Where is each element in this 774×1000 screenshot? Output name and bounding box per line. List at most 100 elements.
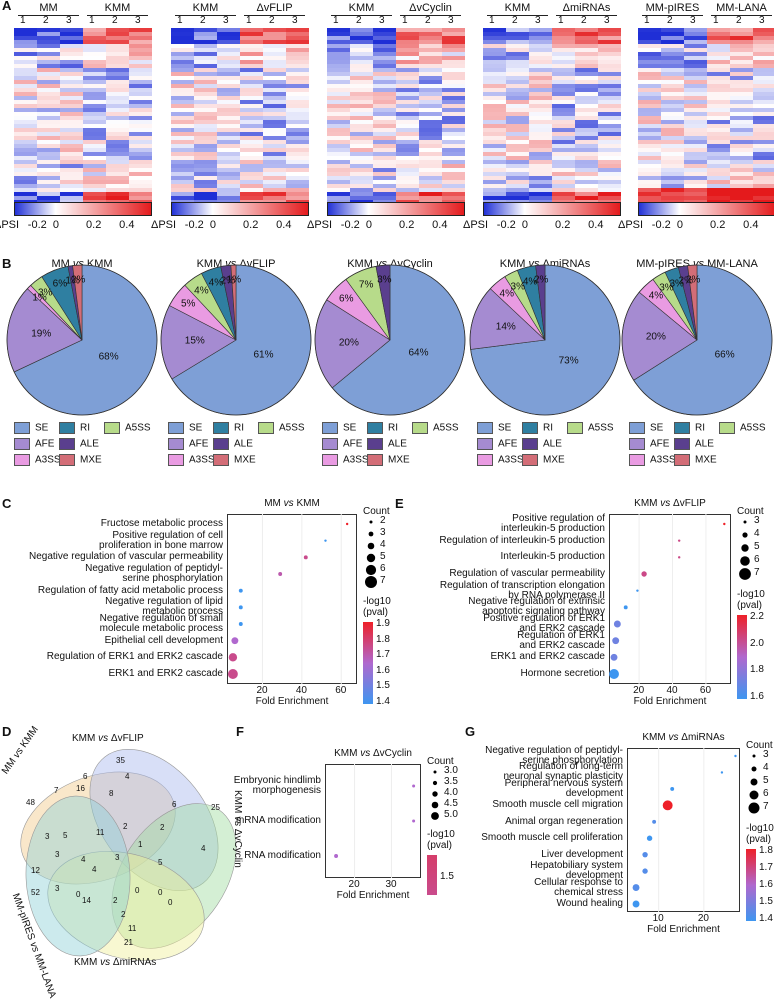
heatmap-cell	[373, 124, 397, 129]
heatmap-cell	[638, 160, 662, 165]
heatmap-cell	[240, 196, 264, 201]
heatmap-cell	[327, 88, 351, 93]
heatmap-cell	[506, 172, 530, 177]
heatmap-cell	[37, 172, 61, 177]
heatmap-cell	[661, 40, 685, 45]
pval-legend-label: 1.6	[750, 691, 764, 702]
venn-count: 48	[26, 798, 35, 807]
heatmap-cell	[286, 88, 309, 93]
heatmap-cell	[396, 196, 420, 201]
heatmap-cell	[707, 88, 731, 93]
heatmap-cell	[684, 28, 708, 33]
panel-letter-a: A	[2, 0, 11, 13]
heatmap-cell	[373, 72, 397, 77]
heatmap-cell	[263, 48, 287, 53]
heatmap-cell	[194, 36, 218, 41]
colorscale-tick: -0.2	[497, 219, 516, 231]
heatmap-cell	[638, 120, 662, 125]
heatmap-cell	[753, 52, 774, 57]
legend-item-ri: RI	[674, 422, 705, 434]
heatmap-cell	[106, 64, 130, 69]
heatmap-cell	[373, 108, 397, 113]
heatmap-cell	[707, 112, 731, 117]
heatmap-replicate-label: 1	[713, 15, 719, 26]
heatmap-cell	[529, 80, 553, 85]
heatmap-cell	[419, 180, 443, 185]
heatmap-cell	[37, 76, 61, 81]
panel-letter-c: C	[2, 496, 11, 511]
heatmap-cell	[106, 40, 130, 45]
colorscale-tick: 0	[522, 219, 528, 231]
heatmap-cell	[684, 124, 708, 129]
heatmap-cell	[37, 44, 61, 49]
heatmap-cell	[373, 92, 397, 97]
heatmap-cell	[37, 48, 61, 53]
heatmap-cell	[350, 88, 374, 93]
heatmap-cell	[419, 156, 443, 161]
heatmap-cell	[419, 40, 443, 45]
enrichment-dot	[734, 755, 736, 757]
heatmap-cell	[638, 128, 662, 133]
heatmap-cell	[194, 112, 218, 117]
heatmap-cell	[753, 60, 774, 65]
heatmap-cell	[14, 180, 38, 185]
heatmap-cell	[217, 136, 241, 141]
heatmap-cell	[106, 88, 130, 93]
heatmap-cell	[60, 196, 84, 201]
heatmap-cell	[171, 172, 195, 177]
heatmap-cell	[598, 32, 621, 37]
heatmap-cell	[419, 192, 443, 197]
heatmap-cell	[286, 140, 309, 145]
heatmap-cell	[753, 192, 774, 197]
heatmap-cell	[60, 112, 84, 117]
heatmap-cell	[37, 88, 61, 93]
heatmap-cell	[396, 68, 420, 73]
heatmap-cell	[730, 128, 754, 133]
heatmap-cell	[396, 180, 420, 185]
panel-letter-f: F	[236, 724, 244, 739]
heatmap-cell	[753, 100, 774, 105]
go-term-label: Regulation of vascular permeability	[359, 569, 605, 579]
heatmap-cell	[350, 132, 374, 137]
heatmap-cell	[60, 88, 84, 93]
legend-swatch	[367, 454, 383, 466]
heatmap-cell	[529, 132, 553, 137]
heatmap-cell	[552, 68, 576, 73]
venn-count: 12	[31, 866, 40, 875]
heatmap-cell	[598, 52, 621, 57]
heatmap-cell	[327, 164, 351, 169]
heatmap-cell	[529, 96, 553, 101]
heatmap-cell	[598, 80, 621, 85]
heatmap-cell	[106, 28, 130, 33]
heatmap-cell	[483, 144, 507, 149]
heatmap-cell	[638, 152, 662, 157]
heatmap-cell	[575, 120, 599, 125]
heatmap-cell	[373, 120, 397, 125]
heatmap-cell	[661, 60, 685, 65]
heatmap-cell	[753, 44, 774, 49]
heatmap-cell	[171, 128, 195, 133]
heatmap-cell	[350, 124, 374, 129]
heatmap-cell	[684, 68, 708, 73]
heatmap-cell	[552, 92, 576, 97]
heatmap-cell	[506, 188, 530, 193]
heatmap-cell	[14, 52, 38, 57]
heatmap-cell	[707, 132, 731, 137]
heatmap-cell	[661, 108, 685, 113]
heatmap-cell	[327, 192, 351, 197]
heatmap-cell	[373, 148, 397, 153]
enrichment-dot	[239, 605, 243, 609]
heatmap-cell	[638, 48, 662, 53]
heatmap-cell	[217, 32, 241, 37]
heatmap-cell	[684, 32, 708, 37]
heatmap-cell	[373, 184, 397, 189]
heatmap-cell	[638, 136, 662, 141]
heatmap-cell	[106, 76, 130, 81]
heatmap-cell	[194, 156, 218, 161]
pie-percent-label: 3%	[377, 275, 391, 286]
heatmap-cell	[60, 192, 84, 197]
heatmap-cell	[240, 116, 264, 121]
heatmap-cell	[327, 156, 351, 161]
heatmap-cell	[37, 64, 61, 69]
venn-set-label-vflip: KMM vs ΔvFLIP	[72, 733, 144, 744]
